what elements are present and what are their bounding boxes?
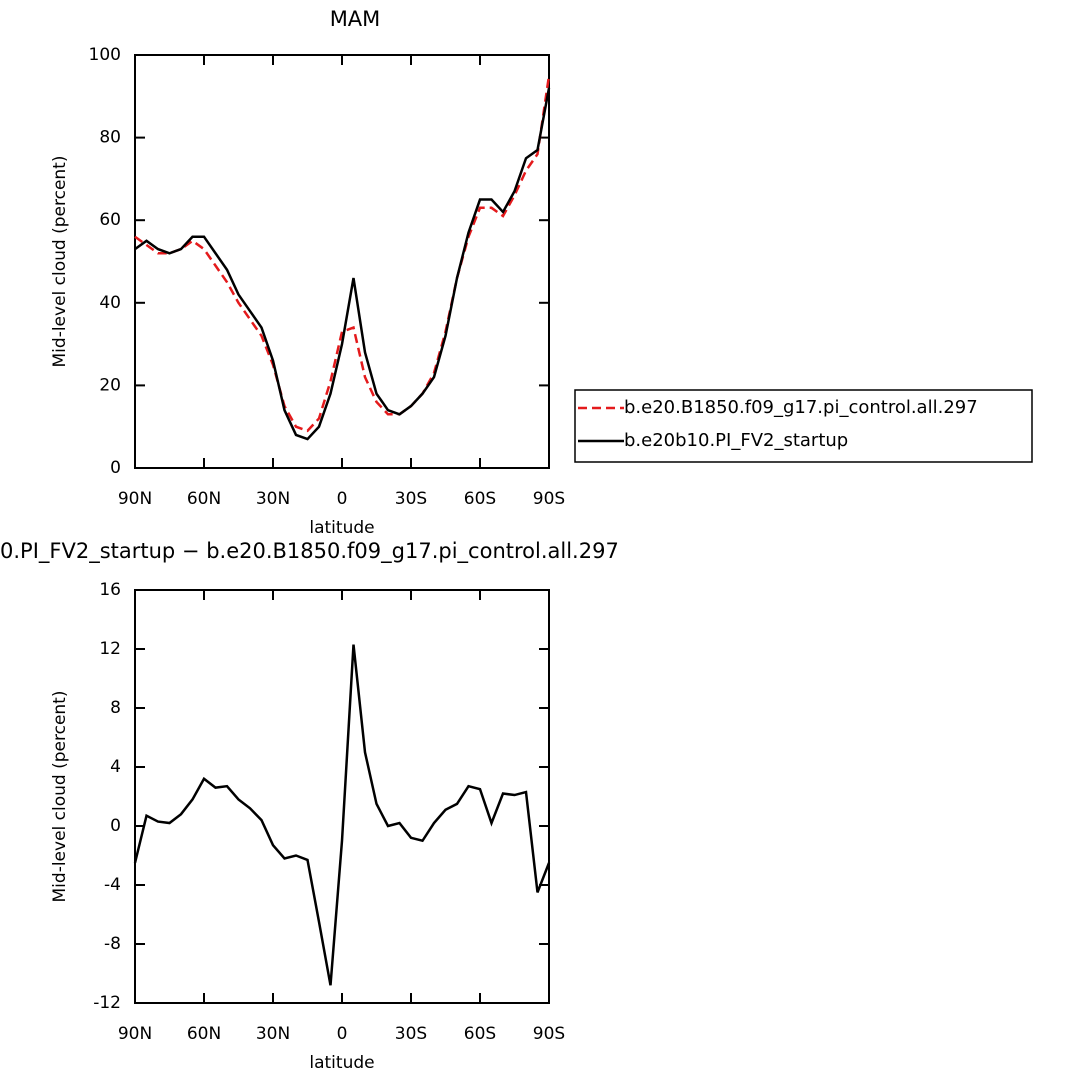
y-tick-label: 60 [99, 210, 121, 230]
y-tick-label: -4 [104, 875, 121, 895]
data-line [134, 75, 551, 433]
x-tick-label: 30S [395, 489, 427, 509]
x-tick-label: 90S [533, 489, 565, 509]
y-tick-label: 0 [110, 816, 121, 836]
y-axis-label: Mid-level cloud (percent) [50, 691, 70, 903]
x-tick-label: 60N [187, 1024, 221, 1044]
plot-frame [134, 589, 550, 1004]
x-tick-label: 60S [464, 1024, 496, 1044]
x-axis-label: latitude [309, 518, 374, 538]
y-tick-label: 40 [99, 293, 121, 313]
x-tick-label: 0 [337, 489, 348, 509]
y-tick-label: 4 [110, 757, 121, 777]
x-tick-label: 30N [256, 1024, 290, 1044]
x-tick-label: 60N [187, 489, 221, 509]
plot-frame [134, 54, 550, 469]
y-tick-label: 12 [99, 639, 121, 659]
chart-title: MAM [330, 7, 381, 31]
x-tick-label: 90N [118, 1024, 152, 1044]
x-axis-label: latitude [309, 1053, 374, 1073]
y-tick-label: 0 [110, 458, 121, 478]
legend-label: b.e20.B1850.f09_g17.pi_control.all.297 [624, 397, 978, 418]
data-line [133, 644, 551, 986]
legend-box [574, 389, 1033, 463]
y-tick-label: 8 [110, 698, 121, 718]
y-tick-label: 80 [99, 128, 121, 148]
y-tick-label: -12 [93, 993, 121, 1013]
y-tick-label: 20 [99, 375, 121, 395]
chart-title: 0.PI_FV2_startup − b.e20.B1850.f09_g17.p… [0, 539, 619, 564]
x-tick-label: 30S [395, 1024, 427, 1044]
y-tick-label: 16 [99, 580, 121, 600]
y-axis-label: Mid-level cloud (percent) [50, 156, 70, 368]
x-tick-label: 0 [337, 1024, 348, 1044]
y-tick-label: 100 [89, 45, 121, 65]
x-tick-label: 90S [533, 1024, 565, 1044]
x-tick-label: 60S [464, 489, 496, 509]
legend-label: b.e20b10.PI_FV2_startup [624, 430, 848, 451]
x-tick-label: 90N [118, 489, 152, 509]
data-line [134, 87, 551, 441]
x-tick-label: 30N [256, 489, 290, 509]
y-tick-label: -8 [104, 934, 121, 954]
